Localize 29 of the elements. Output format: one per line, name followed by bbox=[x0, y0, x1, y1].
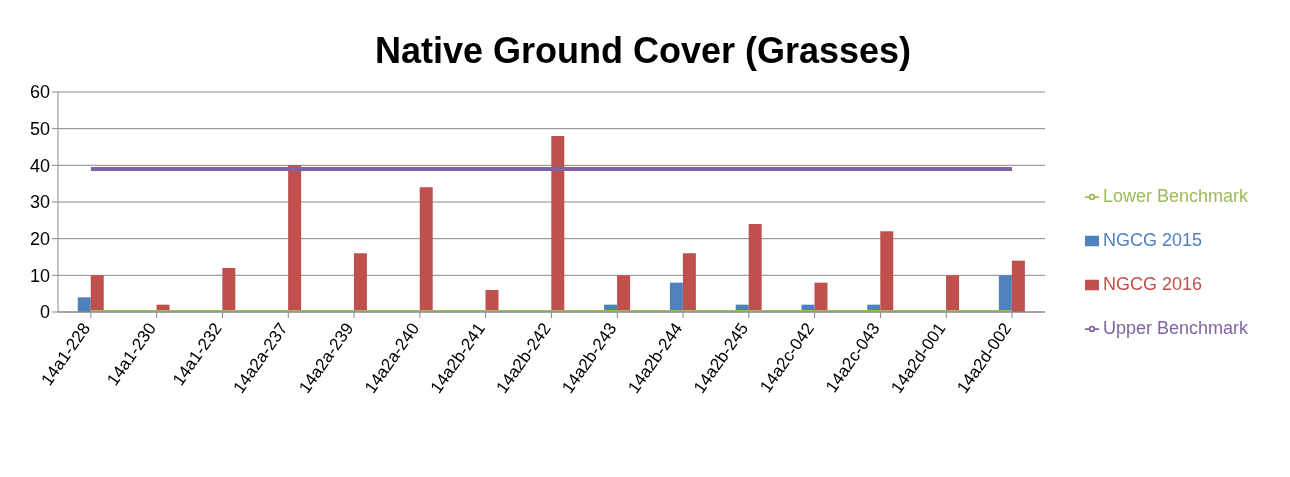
y-tick-label: 60 bbox=[29, 82, 50, 103]
bar bbox=[669, 282, 683, 312]
y-tick-label: 0 bbox=[39, 302, 50, 323]
bar bbox=[682, 253, 696, 312]
bar bbox=[1011, 260, 1025, 312]
y-tick-label: 50 bbox=[29, 119, 50, 140]
bar bbox=[222, 268, 236, 312]
bar bbox=[946, 275, 960, 312]
bar bbox=[748, 224, 762, 312]
bar bbox=[814, 282, 828, 312]
legend-label: NGCG 2016 bbox=[1102, 274, 1202, 294]
bar bbox=[288, 165, 302, 312]
bar bbox=[998, 275, 1012, 312]
bar bbox=[353, 253, 367, 312]
y-tick-label: 40 bbox=[29, 155, 50, 176]
y-tick-label: 20 bbox=[29, 229, 50, 250]
chart-title: Native Ground Cover (Grasses) bbox=[373, 30, 913, 72]
bar bbox=[90, 275, 104, 312]
y-tick-label: 30 bbox=[29, 192, 50, 213]
legend-label: Upper Benchmark bbox=[1102, 318, 1248, 338]
bar bbox=[617, 275, 631, 312]
bar bbox=[485, 290, 499, 312]
bar bbox=[77, 297, 91, 312]
bar bbox=[880, 231, 894, 312]
y-tick-label: 10 bbox=[29, 265, 50, 286]
legend-label: NGCG 2015 bbox=[1102, 230, 1202, 250]
legend-label: Lower Benchmark bbox=[1102, 186, 1248, 206]
bar bbox=[551, 136, 565, 312]
bar bbox=[419, 187, 433, 312]
